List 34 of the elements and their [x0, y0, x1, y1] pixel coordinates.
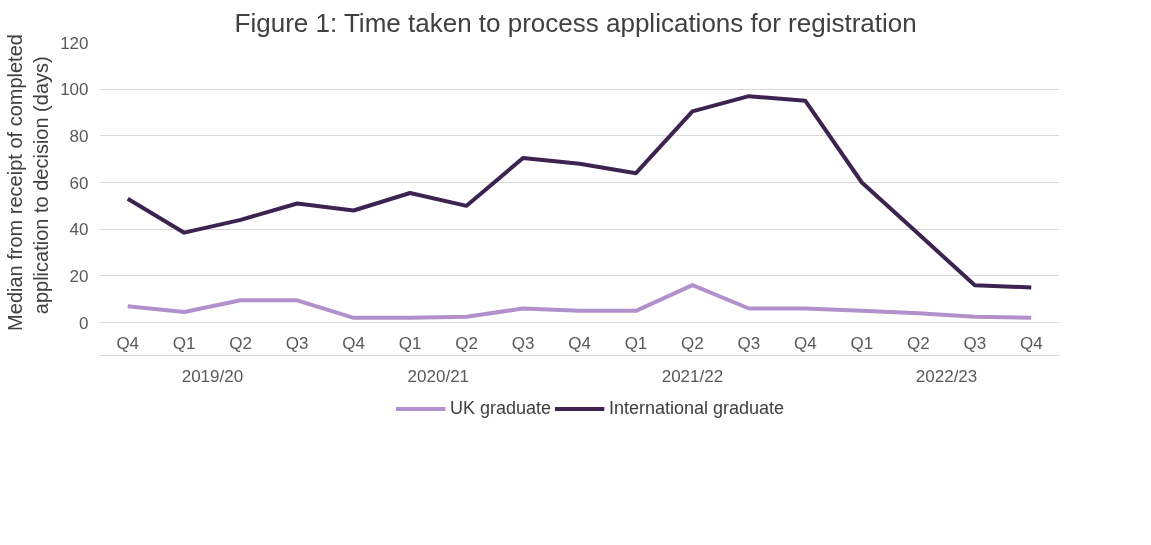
x-tick-label: Q3	[511, 333, 535, 353]
y-tick-label: 80	[69, 126, 89, 146]
y-tick-label: 120	[60, 33, 89, 53]
text: 2021/22	[661, 366, 724, 386]
x-tick-label: Q2	[906, 333, 930, 353]
x-tick-label: Q3	[737, 333, 761, 353]
x-tick-label: Q4	[1019, 333, 1043, 353]
x-tick-label: Q1	[624, 333, 648, 353]
x-tick-label: Q2	[455, 333, 478, 353]
text: 2022/23	[915, 366, 978, 386]
legend-label: International graduate	[608, 397, 785, 419]
x-tick-label: Q4	[116, 333, 140, 353]
x-tick-label: Q3	[963, 333, 987, 353]
x-tick-label: Q4	[794, 333, 817, 353]
y-tick-label: 100	[60, 80, 89, 100]
y-axis-title: Median from receipt of completed application to decision (days)	[3, 34, 53, 331]
chart-title: Figure 1: Time taken to process applications for registration	[234, 7, 917, 38]
line-series	[125, 94, 1034, 290]
x-tick-label: Q1	[850, 333, 874, 353]
x-tick-label: Q2	[229, 333, 253, 353]
x-tick-label: Q4	[342, 333, 365, 353]
y-tick-label: 20	[69, 266, 89, 286]
y-tick-label: 60	[69, 173, 89, 193]
x-tick-label: Q1	[398, 333, 422, 353]
x-tick-label: Q1	[172, 333, 196, 353]
y-tick-label: 0	[79, 313, 89, 333]
text: 2019/20	[181, 366, 244, 386]
line-series	[125, 283, 1034, 320]
legend-label: UK graduate	[449, 397, 551, 419]
x-tick-label: Q4	[568, 333, 591, 353]
y-tick-label: 40	[69, 220, 89, 240]
x-tick-label: Q3	[285, 333, 309, 353]
x-tick-label: Q2	[681, 333, 704, 353]
text: 2020/21	[407, 366, 470, 386]
